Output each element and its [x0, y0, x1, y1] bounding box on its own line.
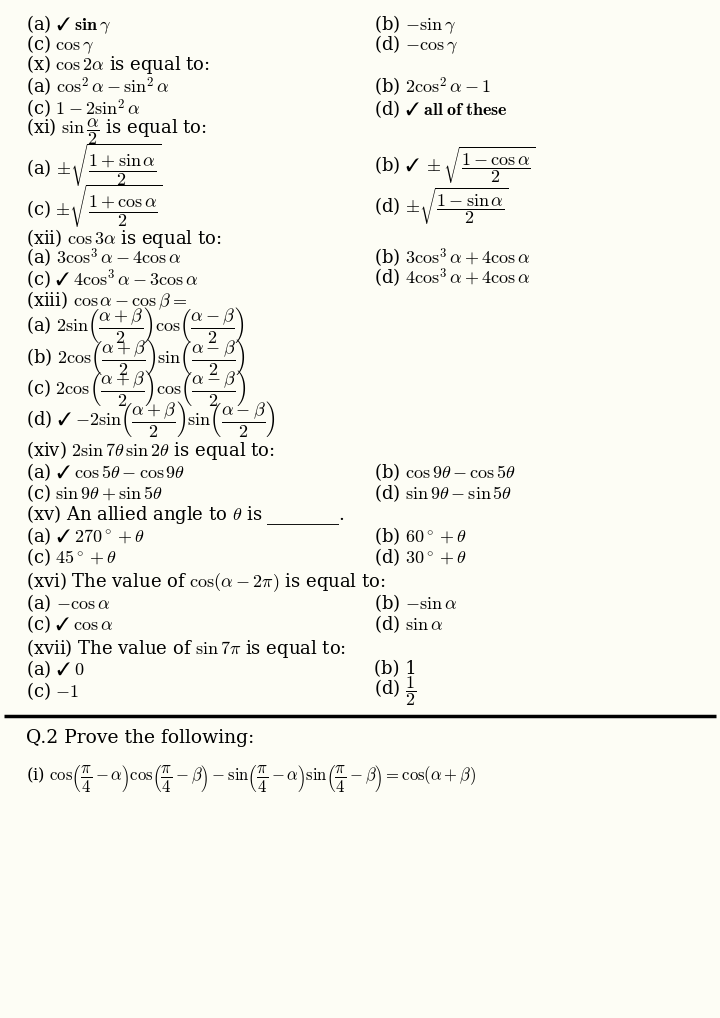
Text: (c) $\cos\gamma$: (c) $\cos\gamma$	[25, 34, 94, 56]
Text: (xvii) The value of $\sin 7\pi$ is equal to:: (xvii) The value of $\sin 7\pi$ is equal…	[25, 637, 346, 660]
Text: (b) $2\cos\!\left(\dfrac{\alpha+\beta}{2}\right)\sin\!\left(\dfrac{\alpha-\beta}: (b) $2\cos\!\left(\dfrac{\alpha+\beta}{2…	[25, 337, 246, 377]
Text: (b) $3\cos^3\alpha + 4\cos\alpha$: (b) $3\cos^3\alpha + 4\cos\alpha$	[374, 247, 531, 270]
Text: (xii) $\cos 3\alpha$ is equal to:: (xii) $\cos 3\alpha$ is equal to:	[25, 227, 221, 249]
Text: (xiv) $2\sin 7\theta\,\sin 2\theta$ is equal to:: (xiv) $2\sin 7\theta\,\sin 2\theta$ is e…	[25, 439, 274, 462]
Text: (b) 1: (b) 1	[374, 661, 417, 679]
Text: (c) $\sin 9\theta + \sin 5\theta$: (c) $\sin 9\theta + \sin 5\theta$	[25, 482, 162, 504]
Text: (a) $\checkmark\;\mathbf{0}$: (a) $\checkmark\;\mathbf{0}$	[25, 659, 84, 680]
Text: Q.2 Prove the following:: Q.2 Prove the following:	[25, 729, 253, 747]
Text: (a) $\cos^2\alpha - \sin^2\alpha$: (a) $\cos^2\alpha - \sin^2\alpha$	[25, 75, 169, 99]
Text: (a) $\pm\sqrt{\dfrac{1+\sin\alpha}{2}}$: (a) $\pm\sqrt{\dfrac{1+\sin\alpha}{2}}$	[25, 143, 161, 189]
Text: (c) $\checkmark\;\mathbf{4\cos^3\alpha - 3\cos\alpha}$: (c) $\checkmark\;\mathbf{4\cos^3\alpha -…	[25, 267, 198, 290]
Text: (a) $-\cos\alpha$: (a) $-\cos\alpha$	[25, 592, 110, 614]
Text: (c) $45^\circ + \theta$: (c) $45^\circ + \theta$	[25, 547, 117, 568]
Text: (b) $-\sin\alpha$: (b) $-\sin\alpha$	[374, 592, 457, 614]
Text: (c) $\checkmark\;\mathbf{\cos\alpha}$: (c) $\checkmark\;\mathbf{\cos\alpha}$	[25, 613, 113, 635]
Text: (d) $30^\circ + \theta$: (d) $30^\circ + \theta$	[374, 547, 467, 568]
Text: (xv) An allied angle to $\theta$ is ________.: (xv) An allied angle to $\theta$ is ____…	[25, 503, 345, 527]
Text: (a) $2\sin\!\left(\dfrac{\alpha+\beta}{2}\right)\cos\!\left(\dfrac{\alpha-\beta}: (a) $2\sin\!\left(\dfrac{\alpha+\beta}{2…	[25, 305, 244, 345]
Text: (d) $\sin\alpha$: (d) $\sin\alpha$	[374, 613, 444, 635]
Text: (d) $-\cos\gamma$: (d) $-\cos\gamma$	[374, 34, 458, 56]
Text: (xvi) The value of $\cos(\alpha - 2\pi)$ is equal to:: (xvi) The value of $\cos(\alpha - 2\pi)$…	[25, 570, 385, 593]
Text: (b) $-\sin\gamma$: (b) $-\sin\gamma$	[374, 13, 456, 36]
Text: (xi) $\sin\dfrac{\alpha}{2}$ is equal to:: (xi) $\sin\dfrac{\alpha}{2}$ is equal to…	[25, 116, 207, 147]
Text: (d) $\dfrac{1}{2}$: (d) $\dfrac{1}{2}$	[374, 674, 417, 708]
Text: (a) $\checkmark\;\mathbf{270^\circ + \theta}$: (a) $\checkmark\;\mathbf{270^\circ + \th…	[25, 525, 145, 548]
Text: (b) $60^\circ + \theta$: (b) $60^\circ + \theta$	[374, 525, 467, 548]
Text: (d) $\pm\sqrt{\dfrac{1-\sin\alpha}{2}}$: (d) $\pm\sqrt{\dfrac{1-\sin\alpha}{2}}$	[374, 185, 509, 227]
Text: (b) $\checkmark\;\pm\sqrt{\dfrac{1-\cos\alpha}{2}}$: (b) $\checkmark\;\pm\sqrt{\dfrac{1-\cos\…	[374, 146, 536, 186]
Text: (d) $4\cos^3\alpha + 4\cos\alpha$: (d) $4\cos^3\alpha + 4\cos\alpha$	[374, 267, 531, 290]
Text: (i) $\cos\!\left(\dfrac{\pi}{4}-\alpha\right)\cos\!\left(\dfrac{\pi}{4}-\beta\ri: (i) $\cos\!\left(\dfrac{\pi}{4}-\alpha\r…	[25, 764, 476, 794]
Text: (b) $\cos 9\theta - \cos 5\theta$: (b) $\cos 9\theta - \cos 5\theta$	[374, 461, 516, 483]
Text: (c) $1 - 2\sin^2\alpha$: (c) $1 - 2\sin^2\alpha$	[25, 98, 140, 121]
Text: (d) $\checkmark\;\mathbf{all\;of\;these}$: (d) $\checkmark\;\mathbf{all\;of\;these}…	[374, 99, 508, 120]
Text: (a) $\checkmark\;\mathbf{\cos 5\theta - \cos 9\theta}$: (a) $\checkmark\;\mathbf{\cos 5\theta - …	[25, 461, 185, 483]
Text: (c) $-1$: (c) $-1$	[25, 680, 79, 701]
Text: (a) $\checkmark\;\mathbf{sin\,\gamma}$: (a) $\checkmark\;\mathbf{sin\,\gamma}$	[25, 13, 111, 36]
Text: (a) $3\cos^3\alpha - 4\cos\alpha$: (a) $3\cos^3\alpha - 4\cos\alpha$	[25, 247, 181, 270]
Text: (xiii) $\cos\alpha - \cos\beta =$: (xiii) $\cos\alpha - \cos\beta =$	[25, 290, 186, 313]
Text: (d) $\sin 9\theta - \sin 5\theta$: (d) $\sin 9\theta - \sin 5\theta$	[374, 482, 512, 504]
Text: (c) $\pm\sqrt{\dfrac{1+\cos\alpha}{2}}$: (c) $\pm\sqrt{\dfrac{1+\cos\alpha}{2}}$	[25, 182, 162, 230]
Text: (c) $2\cos\!\left(\dfrac{\alpha+\beta}{2}\right)\cos\!\left(\dfrac{\alpha-\beta}: (c) $2\cos\!\left(\dfrac{\alpha+\beta}{2…	[25, 367, 246, 408]
Text: (d) $\checkmark\;\mathbf{-2\sin\!\left(\dfrac{\alpha+\beta}{2}\right)\sin\!\left: (d) $\checkmark\;\mathbf{-2\sin\!\left(\…	[25, 399, 275, 439]
Text: (b) $2\cos^2\alpha - 1$: (b) $2\cos^2\alpha - 1$	[374, 75, 491, 99]
Text: (x) $\cos 2\alpha$ is equal to:: (x) $\cos 2\alpha$ is equal to:	[25, 53, 210, 76]
